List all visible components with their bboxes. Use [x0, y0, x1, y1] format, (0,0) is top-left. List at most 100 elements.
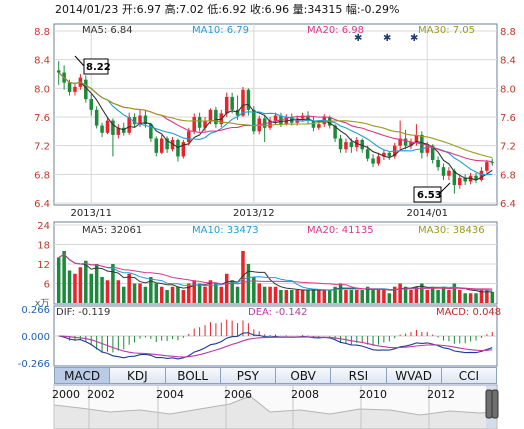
volume-bar	[349, 290, 354, 303]
volume-bar	[338, 283, 343, 303]
macd-tick-label: -0.266	[18, 359, 50, 370]
candle-body	[387, 152, 392, 157]
macd-tick-label: 0.000	[21, 332, 50, 343]
timeline-years: 2000 2002 2004 2006 2008 2010 2012	[52, 385, 455, 429]
candle-body	[382, 152, 386, 157]
volume-bar	[436, 290, 440, 303]
volume-bar	[322, 290, 327, 303]
candle-body	[208, 109, 213, 121]
price-tick-label-left: 8.4	[34, 56, 50, 67]
volume-bar	[252, 277, 256, 303]
candle-body	[187, 131, 191, 143]
date-tick-label: 2014/01	[406, 208, 448, 219]
candle-body	[105, 120, 110, 133]
tab-kdj[interactable]: KDJ	[110, 367, 166, 384]
candle-body	[246, 89, 251, 110]
price-tick-label-right: 6.4	[500, 199, 516, 210]
timeline-year-label: 2012	[427, 388, 455, 401]
tab-rsi[interactable]: RSI	[331, 367, 387, 384]
timeline-left-handle[interactable]	[485, 389, 493, 419]
timeline-year-label: 2004	[156, 388, 184, 401]
volume-moving-averages	[58, 253, 493, 293]
timeline-right-handle[interactable]	[491, 389, 499, 419]
candle-body	[371, 158, 375, 164]
quote-header: 2014/01/23 开:6.97 高:7.02 低:6.92 收:6.96 量…	[55, 2, 400, 16]
candle-body	[414, 134, 419, 143]
volume-bar	[295, 290, 299, 303]
volume-bar	[306, 290, 310, 303]
volume-legend-ma5: MA5: 32061	[82, 225, 142, 236]
candle-body	[344, 142, 348, 150]
price-ma5-line	[58, 72, 493, 181]
candle-body	[154, 138, 159, 153]
price-tick-label-right: 8.8	[500, 27, 516, 38]
price-y-axis: 8.8 8.8 8.4 8.4 8.0 8.0 7.6 7.6 7.2 7.2 6.8 6.8 6.4 6…	[34, 27, 516, 210]
tab-cci[interactable]: CCI	[441, 367, 497, 384]
volume-bar	[300, 290, 305, 303]
candle-body	[430, 145, 435, 160]
tab-obv[interactable]: OBV	[276, 367, 332, 384]
price-x-axis: 2013/11 2013/12 2014/01	[70, 208, 448, 219]
event-marker-icon: ✱	[354, 33, 362, 44]
volume-bar	[56, 257, 61, 303]
volume-bar	[89, 273, 93, 303]
volume-bar	[192, 280, 196, 303]
volume-bar	[154, 283, 159, 303]
volume-bar	[382, 290, 386, 303]
volume-bar	[441, 286, 446, 303]
volume-y-axis: 24 18 12 6	[37, 221, 50, 291]
candle-body	[159, 138, 164, 153]
candle-body	[365, 149, 370, 159]
candle-body	[230, 96, 234, 110]
volume-bar	[84, 260, 88, 303]
dif-line	[58, 332, 493, 360]
volume-bar	[230, 280, 234, 303]
price-tick-label-left: 6.4	[34, 199, 50, 210]
tab-psy[interactable]: PSY	[220, 367, 276, 384]
volume-bar	[149, 277, 153, 303]
event-marker-icon: ✱	[410, 33, 418, 44]
price-tick-label-right: 7.2	[500, 142, 516, 153]
volume-bar	[398, 283, 402, 303]
candle-body	[67, 82, 72, 92]
volume-bar	[430, 286, 435, 303]
dea-label: DEA: -0.142	[248, 307, 307, 318]
price-legend-ma5: MA5: 6.84	[82, 25, 133, 36]
price-tick-label-left: 8.0	[34, 84, 50, 95]
timeline-year-label: 2006	[224, 388, 252, 401]
candle-body	[447, 170, 451, 176]
volume-tick-label: 18	[37, 241, 50, 252]
candle-body	[403, 138, 408, 146]
candle-body	[425, 145, 430, 153]
volume-legend: MA5: 32061 MA10: 33473 MA20: 41135 MA30:…	[82, 225, 485, 236]
candle-body	[84, 79, 88, 100]
volume-bar	[111, 264, 115, 303]
price-tick-label-left: 8.8	[34, 27, 50, 38]
volume-bar	[235, 286, 240, 303]
low-price-label: 6.53	[417, 190, 442, 201]
price-legend-ma30: MA30: 7.05	[418, 25, 475, 36]
price-legend: MA5: 6.84 MA10: 6.79 MA20: 6.98 MA30: 7.…	[82, 25, 475, 36]
timeline-year-label: 2002	[87, 388, 115, 401]
macd-lines	[58, 332, 493, 360]
volume-bar	[241, 251, 245, 303]
volume-bar	[447, 290, 451, 303]
macd-value-label: MACD: 0.048	[436, 307, 501, 318]
candle-body	[94, 109, 99, 126]
low-callout: 6.53	[413, 182, 451, 203]
candle-body	[138, 115, 142, 125]
candle-body	[89, 99, 93, 110]
tab-wvad[interactable]: WVAD	[386, 367, 442, 384]
volume-bar	[403, 286, 408, 303]
volume-bar	[327, 290, 332, 303]
volume-bar	[279, 290, 283, 303]
candle-body	[273, 115, 278, 121]
candle-body	[241, 89, 245, 116]
candle-body	[132, 117, 137, 125]
price-legend-ma20: MA20: 6.98	[307, 25, 364, 36]
candle-body	[306, 115, 310, 121]
candle-body	[111, 120, 115, 135]
volume-bar	[344, 290, 348, 303]
tab-boll[interactable]: BOLL	[165, 367, 221, 384]
tab-macd[interactable]: MACD	[54, 367, 111, 384]
